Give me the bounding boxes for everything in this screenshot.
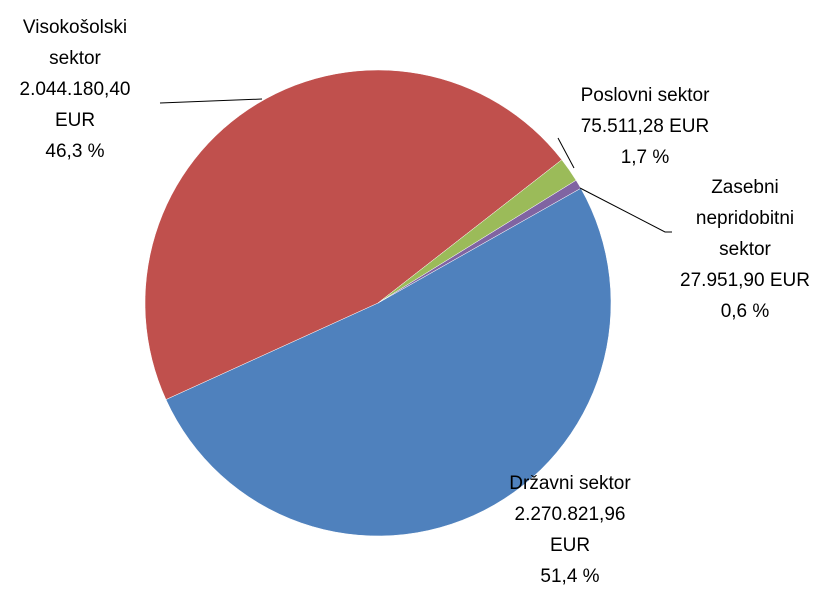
category-label: Državni sektor — [509, 473, 631, 494]
data-label: Poslovni sektor 75.511,28 EUR 1,7 % — [560, 80, 730, 173]
percent-label: 0,6 % — [720, 301, 770, 322]
pie-slice — [144, 69, 563, 400]
value-label: 2.044.180,40 EUR — [19, 79, 131, 131]
leader-line — [159, 98, 263, 104]
value-label: 2.270.821,96 EUR — [514, 504, 626, 556]
leader-line — [579, 187, 672, 233]
pie-slice — [165, 187, 612, 537]
percent-label: 1,7 % — [620, 147, 670, 168]
data-label: Visokošolski sektor 2.044.180,40 EUR 46,3 … — [5, 12, 145, 167]
value-label: 27.951,90 EUR — [680, 270, 810, 291]
value-label: 75.511,28 EUR — [580, 116, 710, 137]
data-label: Državni sektor 2.270.821,96 EUR 51,4 % — [500, 468, 640, 592]
category-label: Visokošolski sektor — [22, 17, 128, 69]
percent-label: 51,4 % — [540, 566, 600, 587]
leader-line — [557, 137, 575, 169]
data-label: Zasebni nepridobitni sektor 27.951,90 EUR… — [675, 172, 815, 327]
category-label: Poslovni sektor — [580, 85, 710, 106]
category-label: Zasebni nepridobitni sektor — [695, 177, 795, 260]
percent-label: 46,3 % — [45, 141, 105, 162]
